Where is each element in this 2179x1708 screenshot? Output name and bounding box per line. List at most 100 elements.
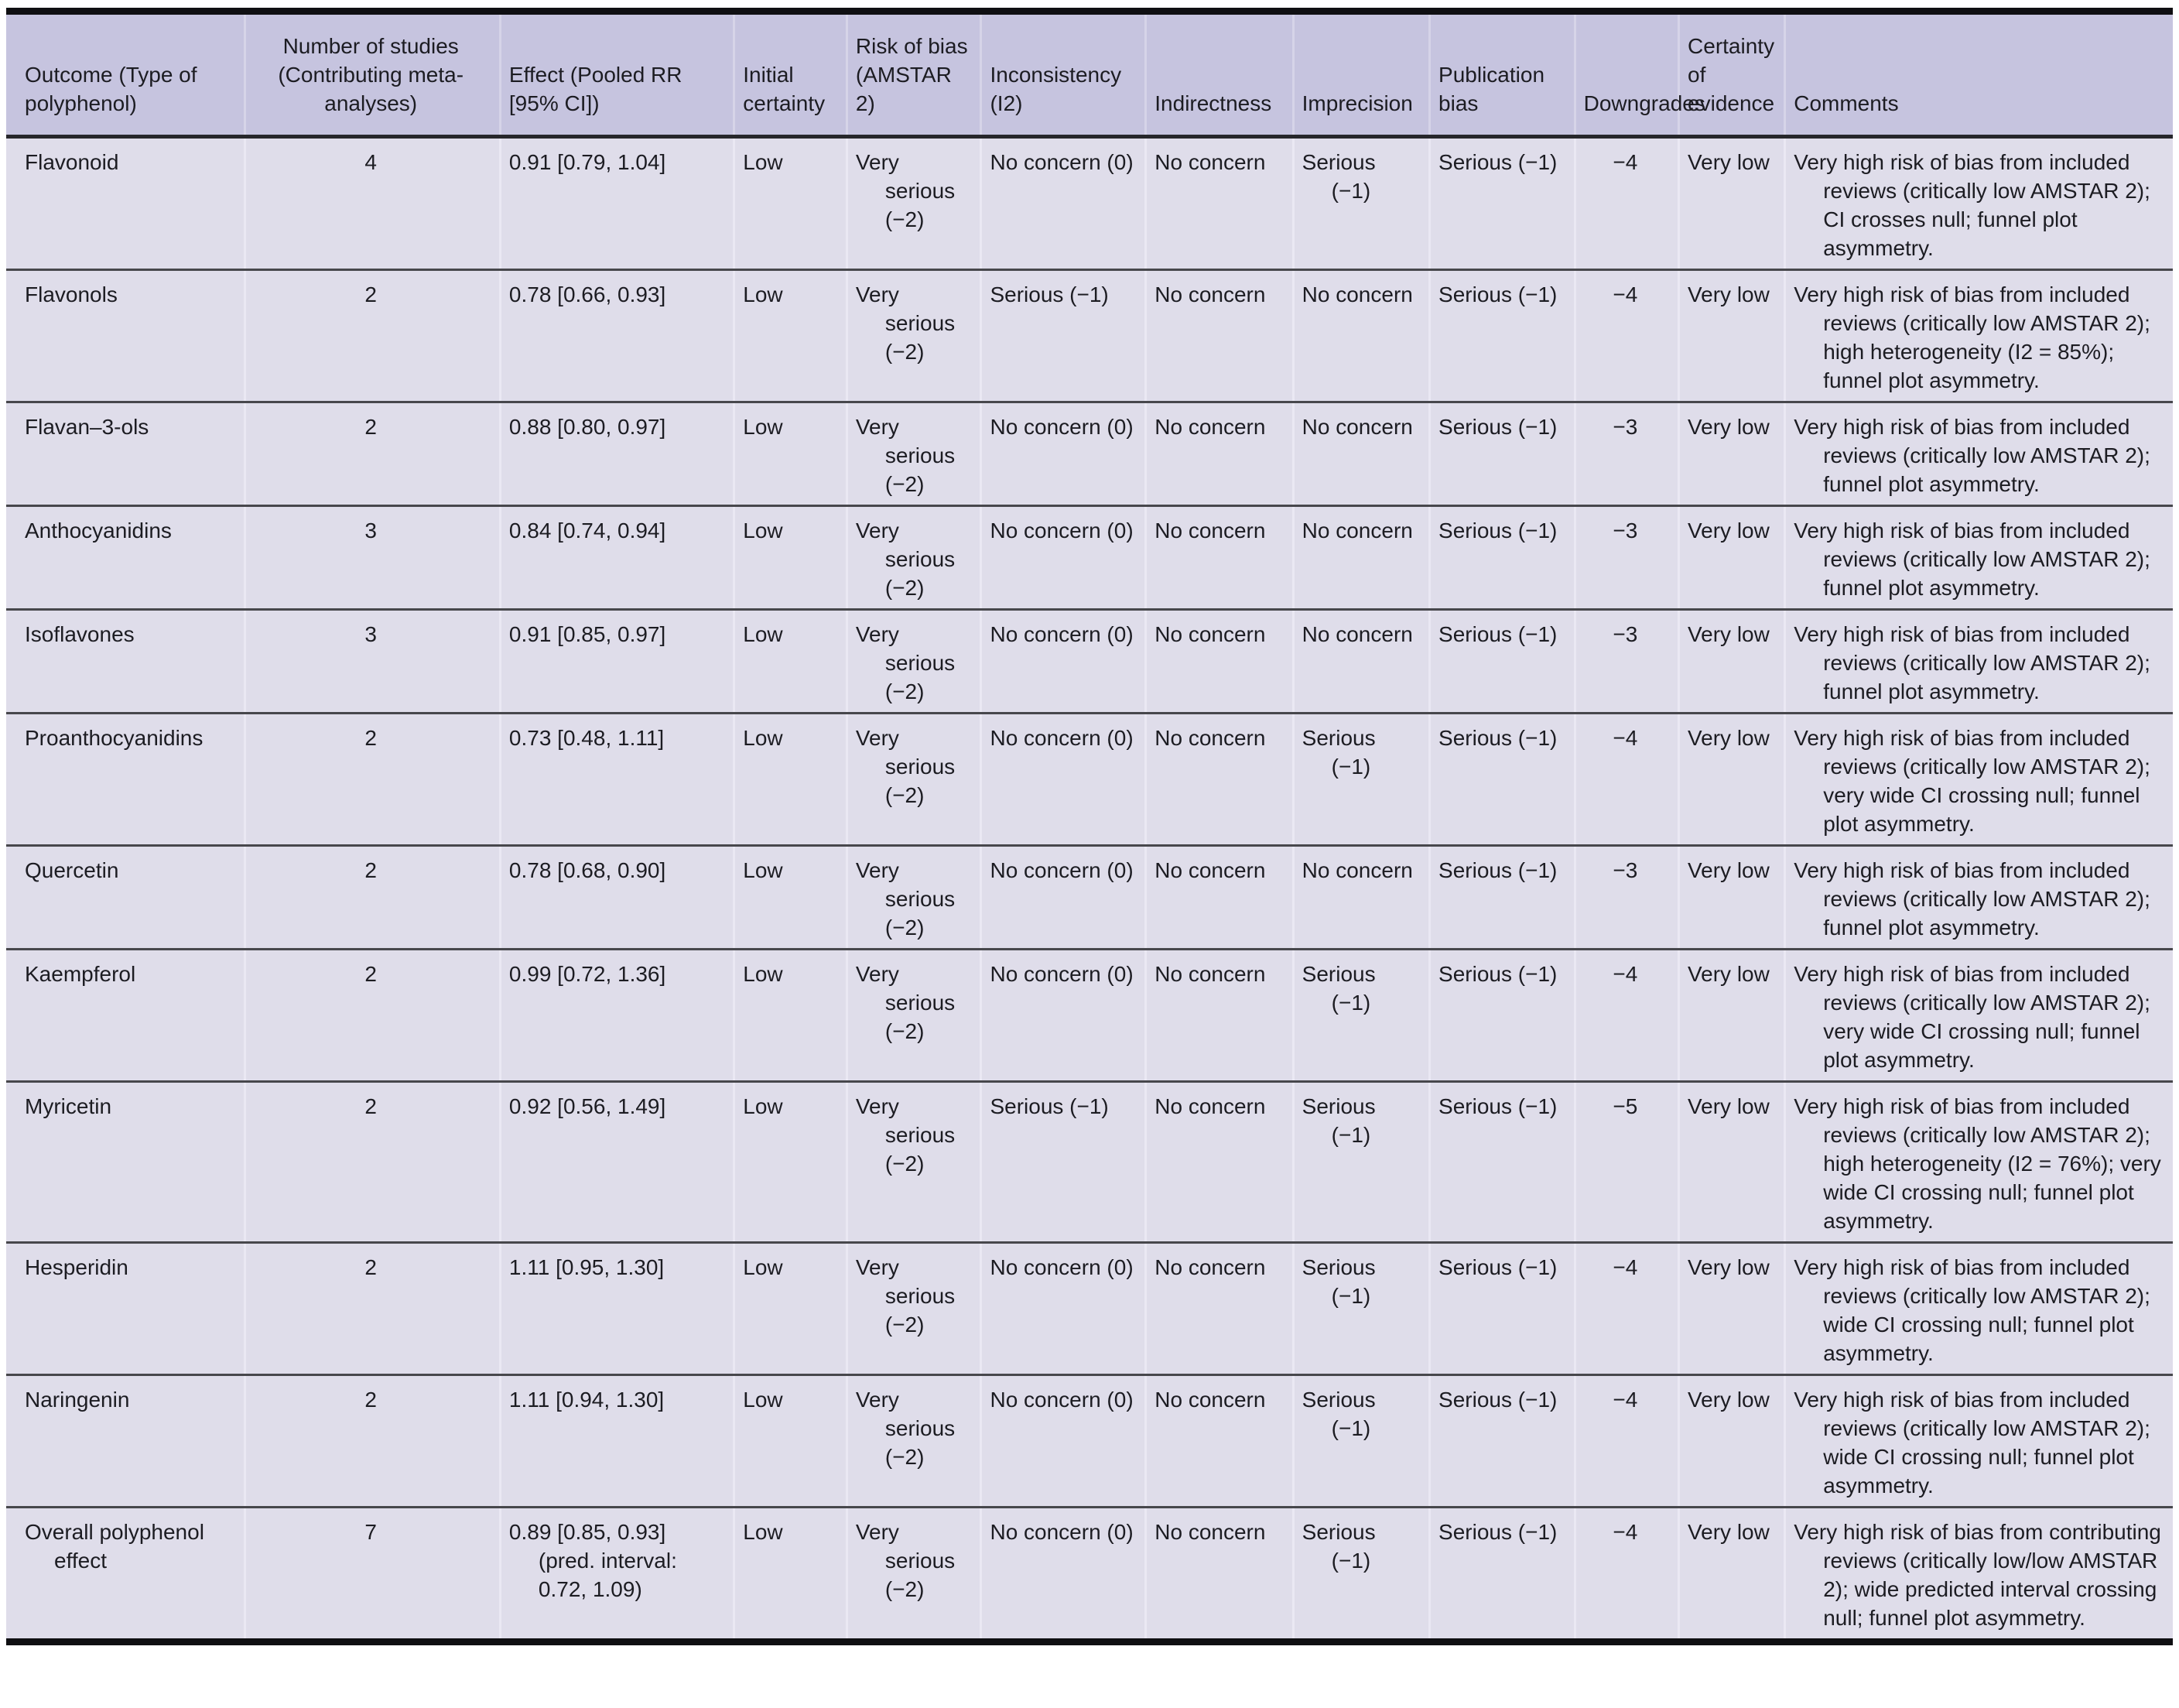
header-row: Outcome (Type of polyphenol) Number of s… [6,11,2173,139]
cell-text: 2 [364,1094,377,1118]
cell-inconsistency: No concern (0) [980,505,1146,611]
cell-initial: Low [733,1374,847,1508]
cell-comments: Very high risk of bias from included rev… [1784,845,2173,950]
cell-effect: 1.11 [0.94, 1.30] [498,1374,734,1508]
cell-text: −4 [1613,150,1638,174]
cell-imprecision: No concern [1291,609,1430,714]
cell-text: −4 [1613,1388,1638,1412]
cell-text: No concern [1302,622,1413,646]
cell-text: 0.91 [0.85, 0.97] [508,622,666,646]
cell-indirectness: No concern [1144,269,1294,403]
cell-imprecision: Serious (−1) [1291,1242,1430,1376]
cell-comments: Very high risk of bias from included rev… [1784,505,2173,611]
table-row-myricetin: Myricetin 2 0.92 [0.56, 1.49] Low Very serio… [6,1081,2173,1244]
cell-text: Flavan–3-ols [25,415,149,439]
cell-comments: Very high risk of bias from contributing… [1784,1507,2173,1642]
cell-text: Low [743,858,783,882]
cell-initial: Low [733,269,847,403]
column-header-comments: Comments [1784,11,2173,139]
cell-comments: Very high risk of bias from included rev… [1784,402,2173,507]
cell-certainty: Very low [1678,1081,1785,1244]
cell-text: No concern [1154,1520,1266,1544]
cell-downgrades: −4 [1573,269,1679,403]
cell-text: Very high risk of bias from included rev… [1794,858,2150,940]
cell-text: Overall polyphenol effect [25,1520,204,1573]
cell-text: Hesperidin [25,1255,128,1279]
cell-text: 2 [364,1388,377,1412]
cell-text: No concern [1154,1255,1266,1279]
cell-text: Very serious (−2) [855,415,956,496]
cell-text: Serious (−1) [1302,962,1376,1015]
cell-pubbias: Serious (−1) [1428,609,1575,714]
cell-text: No concern (0) [990,1520,1134,1544]
cell-text: No concern (0) [990,150,1134,174]
cell-text: Very high risk of bias from included rev… [1794,622,2150,703]
column-header-certainty-of-evidence: Certainty of evidence [1678,11,1785,139]
cell-pubbias: Serious (−1) [1428,505,1575,611]
cell-text: Very serious (−2) [855,1520,956,1601]
cell-indirectness: No concern [1144,1507,1294,1642]
cell-text: No concern [1302,519,1413,543]
column-header-indirectness: Indirectness [1144,11,1294,139]
cell-rob: Very serious (−2) [845,845,981,950]
table-body: Flavonoid 4 0.91 [0.79, 1.04] Low Very serio… [6,136,2173,1642]
cell-text: 0.88 [0.80, 0.97] [508,415,666,439]
cell-rob: Very serious (−2) [845,402,981,507]
cell-text: Very low [1688,858,1770,882]
cell-effect: 0.99 [0.72, 1.36] [498,949,734,1083]
cell-indirectness: No concern [1144,609,1294,714]
table-row-quercetin: Quercetin 2 0.78 [0.68, 0.90] Low Very serio… [6,845,2173,950]
cell-text: Serious (−1) [1438,622,1558,646]
table-row-flavonols: Flavonols 2 0.78 [0.66, 0.93] Low Very serio… [6,269,2173,403]
column-header-effect: Effect (Pooled RR [95% CI]) [498,11,734,139]
cell-text: 3 [364,519,377,543]
header-text: Downgrades [1583,91,1705,115]
cell-pubbias: Serious (−1) [1428,713,1575,847]
cell-indirectness: No concern [1144,1374,1294,1508]
cell-text: Serious (−1) [1438,858,1558,882]
cell-effect: 0.78 [0.68, 0.90] [498,845,734,950]
cell-text: No concern [1302,858,1413,882]
cell-text: Very high risk of bias from included rev… [1794,726,2150,836]
cell-text: −5 [1613,1094,1638,1118]
cell-text: Serious (−1) [1438,1388,1558,1412]
cell-outcome: Anthocyanidins [6,505,245,611]
cell-pubbias: Serious (−1) [1428,402,1575,507]
cell-outcome: Kaempferol [6,949,245,1083]
cell-certainty: Very low [1678,136,1785,271]
cell-text: Low [743,1094,783,1118]
cell-initial: Low [733,402,847,507]
cell-text: Very low [1688,622,1770,646]
cell-text: Very low [1688,726,1770,750]
cell-comments: Very high risk of bias from included rev… [1784,136,2173,271]
cell-certainty: Very low [1678,402,1785,507]
cell-text: Serious (−1) [1302,1388,1376,1440]
cell-comments: Very high risk of bias from included rev… [1784,1374,2173,1508]
cell-imprecision: Serious (−1) [1291,1081,1430,1244]
cell-text: −4 [1613,1255,1638,1279]
cell-certainty: Very low [1678,505,1785,611]
cell-text: No concern (0) [990,858,1134,882]
cell-text: 2 [364,415,377,439]
cell-imprecision: Serious (−1) [1291,1507,1430,1642]
cell-outcome: Overall polyphenol effect [6,1508,245,1642]
cell-certainty: Very low [1678,1374,1785,1508]
cell-text: No concern [1154,282,1266,306]
cell-text: Very serious (−2) [855,1094,956,1176]
cell-pubbias: Serious (−1) [1428,1081,1575,1244]
cell-text: No concern (0) [990,962,1134,986]
cell-text: Proanthocyanidins [25,726,204,750]
cell-text: 7 [364,1520,377,1544]
cell-downgrades: −4 [1573,1374,1679,1508]
cell-initial: Low [733,845,847,950]
cell-text: Very high risk of bias from included rev… [1794,282,2150,392]
cell-inconsistency: No concern (0) [980,713,1146,847]
cell-inconsistency: Serious (−1) [980,269,1146,403]
cell-rob: Very serious (−2) [845,136,981,271]
cell-text: Quercetin [25,858,119,882]
cell-text: Very serious (−2) [855,150,956,231]
cell-rob: Very serious (−2) [845,269,981,403]
cell-initial: Low [733,1507,847,1642]
cell-rob: Very serious (−2) [845,1081,981,1244]
cell-text: −3 [1613,622,1638,646]
